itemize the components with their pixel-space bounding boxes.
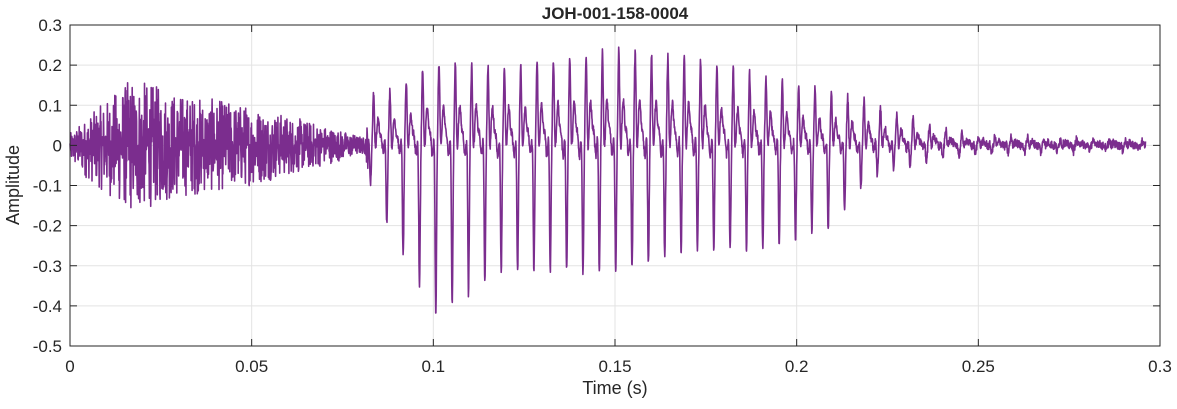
x-tick-label: 0.25 [962,357,995,376]
y-tick-label: 0.3 [38,16,62,35]
plot-area [69,46,1147,314]
y-tick-label: -0.4 [33,297,62,316]
chart-title: JOH-001-158-0004 [542,4,689,23]
y-tick-label: 0 [53,136,62,155]
waveform-line [69,46,1147,314]
y-tick-label: -0.3 [33,257,62,276]
x-tick-label: 0.05 [235,357,268,376]
ticks: 0 0.05 0.1 0.15 0.2 0.25 0.3 -0.5 -0.4 -0.3 -0.2 -0… [33,16,1172,376]
y-axis-label: Amplitude [3,145,23,225]
y-tick-label: -0.5 [33,337,62,356]
x-axis-label: Time (s) [582,378,647,398]
x-tick-label: 0.15 [598,357,631,376]
x-tick-label: 0.2 [785,357,809,376]
x-tick-label: 0 [65,357,74,376]
y-tick-label: -0.2 [33,217,62,236]
y-tick-label: 0.2 [38,56,62,75]
grid [69,24,1161,347]
y-tick-label: 0.1 [38,96,62,115]
x-tick-label: 0.3 [1148,357,1172,376]
y-tick-label: -0.1 [33,177,62,196]
x-tick-label: 0.1 [422,357,446,376]
